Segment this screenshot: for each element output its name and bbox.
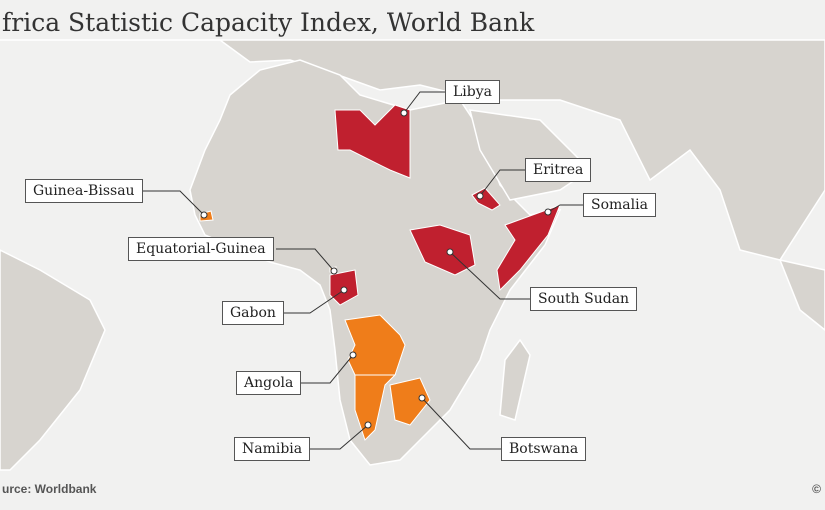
source: urce: Worldbank <box>2 482 97 496</box>
land <box>0 39 825 471</box>
country-label: Eritrea <box>525 158 592 182</box>
markers <box>200 109 552 429</box>
country-label: Gabon <box>222 301 284 325</box>
title: frica Statistic Capacity Index, World Ba… <box>2 8 535 37</box>
highlighted-countries <box>199 104 561 441</box>
country-label: South Sudan <box>530 287 638 311</box>
country-label: Angola <box>236 371 302 395</box>
south-sudan-shape <box>409 224 476 276</box>
country-label: Equatorial-Guinea <box>128 237 274 261</box>
country-label: Botswana <box>501 437 587 461</box>
botswana-shape <box>389 377 431 426</box>
somalia-shape <box>496 204 561 292</box>
country-label: Guinea-Bissau <box>25 179 143 203</box>
credit: © <box>812 482 821 496</box>
country-label: Somalia <box>583 193 656 217</box>
libya-shape <box>334 104 411 179</box>
island <box>778 258 825 331</box>
south-america <box>0 249 106 471</box>
country-label: Namibia <box>234 437 311 461</box>
leader-lines <box>140 91 583 450</box>
madagascar <box>499 338 531 421</box>
country-label: Libya <box>445 80 500 104</box>
